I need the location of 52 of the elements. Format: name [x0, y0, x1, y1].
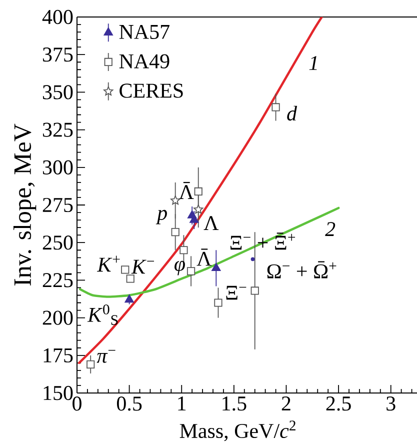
- series-label: 1: [309, 56, 317, 70]
- annotation: Λ̄: [196, 248, 212, 266]
- annotation: p: [156, 210, 167, 224]
- point: [194, 204, 204, 214]
- annotation: Ω$^{−}$ + Ω̄$^{+}$: [267, 261, 336, 278]
- point: [126, 274, 134, 283]
- point: [250, 286, 259, 295]
- y-tick-label: 325: [42, 122, 73, 137]
- x-tick-label: 0.5: [116, 396, 142, 411]
- point: [124, 294, 134, 303]
- point: [171, 228, 180, 236]
- y-tick-label: 350: [42, 85, 73, 100]
- annotation: d: [287, 106, 298, 121]
- y-axis-title: Inv. slope, MeV: [13, 124, 36, 286]
- legend-label: NA49: [119, 54, 170, 68]
- annotation: φ: [174, 260, 185, 276]
- series-label: 2: [325, 222, 336, 236]
- annotation: Ξ$^{−}$: [226, 286, 246, 300]
- y-tick-label: 275: [42, 198, 73, 212]
- annotation: Λ̄: [178, 182, 194, 199]
- point: [212, 262, 221, 272]
- x-axis-title: Mass, GeV/c$^{2}$: [180, 420, 296, 442]
- point: [86, 360, 95, 368]
- annotation: K$^{0}$S: [87, 304, 118, 326]
- y-tick-label: 200: [42, 310, 73, 325]
- x-tick-label: 2.5: [326, 396, 351, 411]
- x-tick-label: 1.5: [222, 396, 246, 411]
- point: [250, 257, 255, 262]
- point: [272, 103, 280, 112]
- x-tick-label: 3: [386, 396, 396, 411]
- x-tick-label: 0: [72, 396, 82, 411]
- point: [186, 267, 196, 276]
- point: [214, 298, 222, 307]
- legend-label: CERES: [120, 84, 183, 98]
- y-tick-label: 225: [42, 273, 73, 288]
- y-tick-label: 400: [42, 10, 73, 24]
- x-tick-label: 2: [282, 396, 290, 410]
- annotation: π$^{−}$: [96, 350, 116, 363]
- point: [121, 266, 130, 274]
- x-tick-label: 1: [178, 396, 186, 410]
- y-tick-label: 250: [42, 236, 73, 250]
- y-tick-label: 150: [44, 386, 73, 400]
- y-tick-label: 175: [44, 348, 73, 362]
- point: [194, 187, 202, 196]
- y-tick-label: 300: [42, 160, 73, 174]
- annotation: Λ: [204, 216, 219, 230]
- legend-label: NA57: [119, 24, 170, 40]
- annotation: K$^{+}$: [97, 256, 120, 272]
- y-tick-label: 375: [42, 48, 73, 62]
- annotation: K$^{−}$: [131, 260, 154, 274]
- point: [180, 246, 188, 254]
- point: [170, 195, 180, 205]
